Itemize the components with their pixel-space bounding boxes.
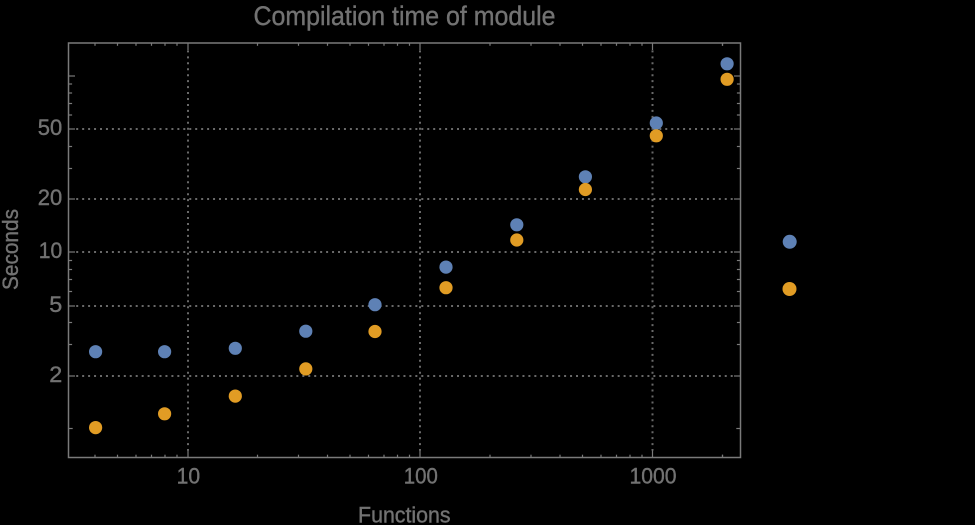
svg-text:5: 5	[49, 292, 62, 317]
svg-text:Functions: Functions	[358, 503, 451, 525]
svg-text:20: 20	[38, 185, 63, 210]
svg-text:100: 100	[404, 464, 438, 489]
svg-text:Compilation time of module: Compilation time of module	[254, 0, 556, 31]
svg-text:2: 2	[49, 362, 62, 387]
svg-text:1000: 1000	[630, 464, 677, 489]
svg-text:10: 10	[177, 464, 201, 489]
svg-text:10: 10	[39, 238, 63, 263]
svg-text:50: 50	[38, 115, 63, 140]
svg-text:Seconds: Seconds	[0, 209, 23, 290]
